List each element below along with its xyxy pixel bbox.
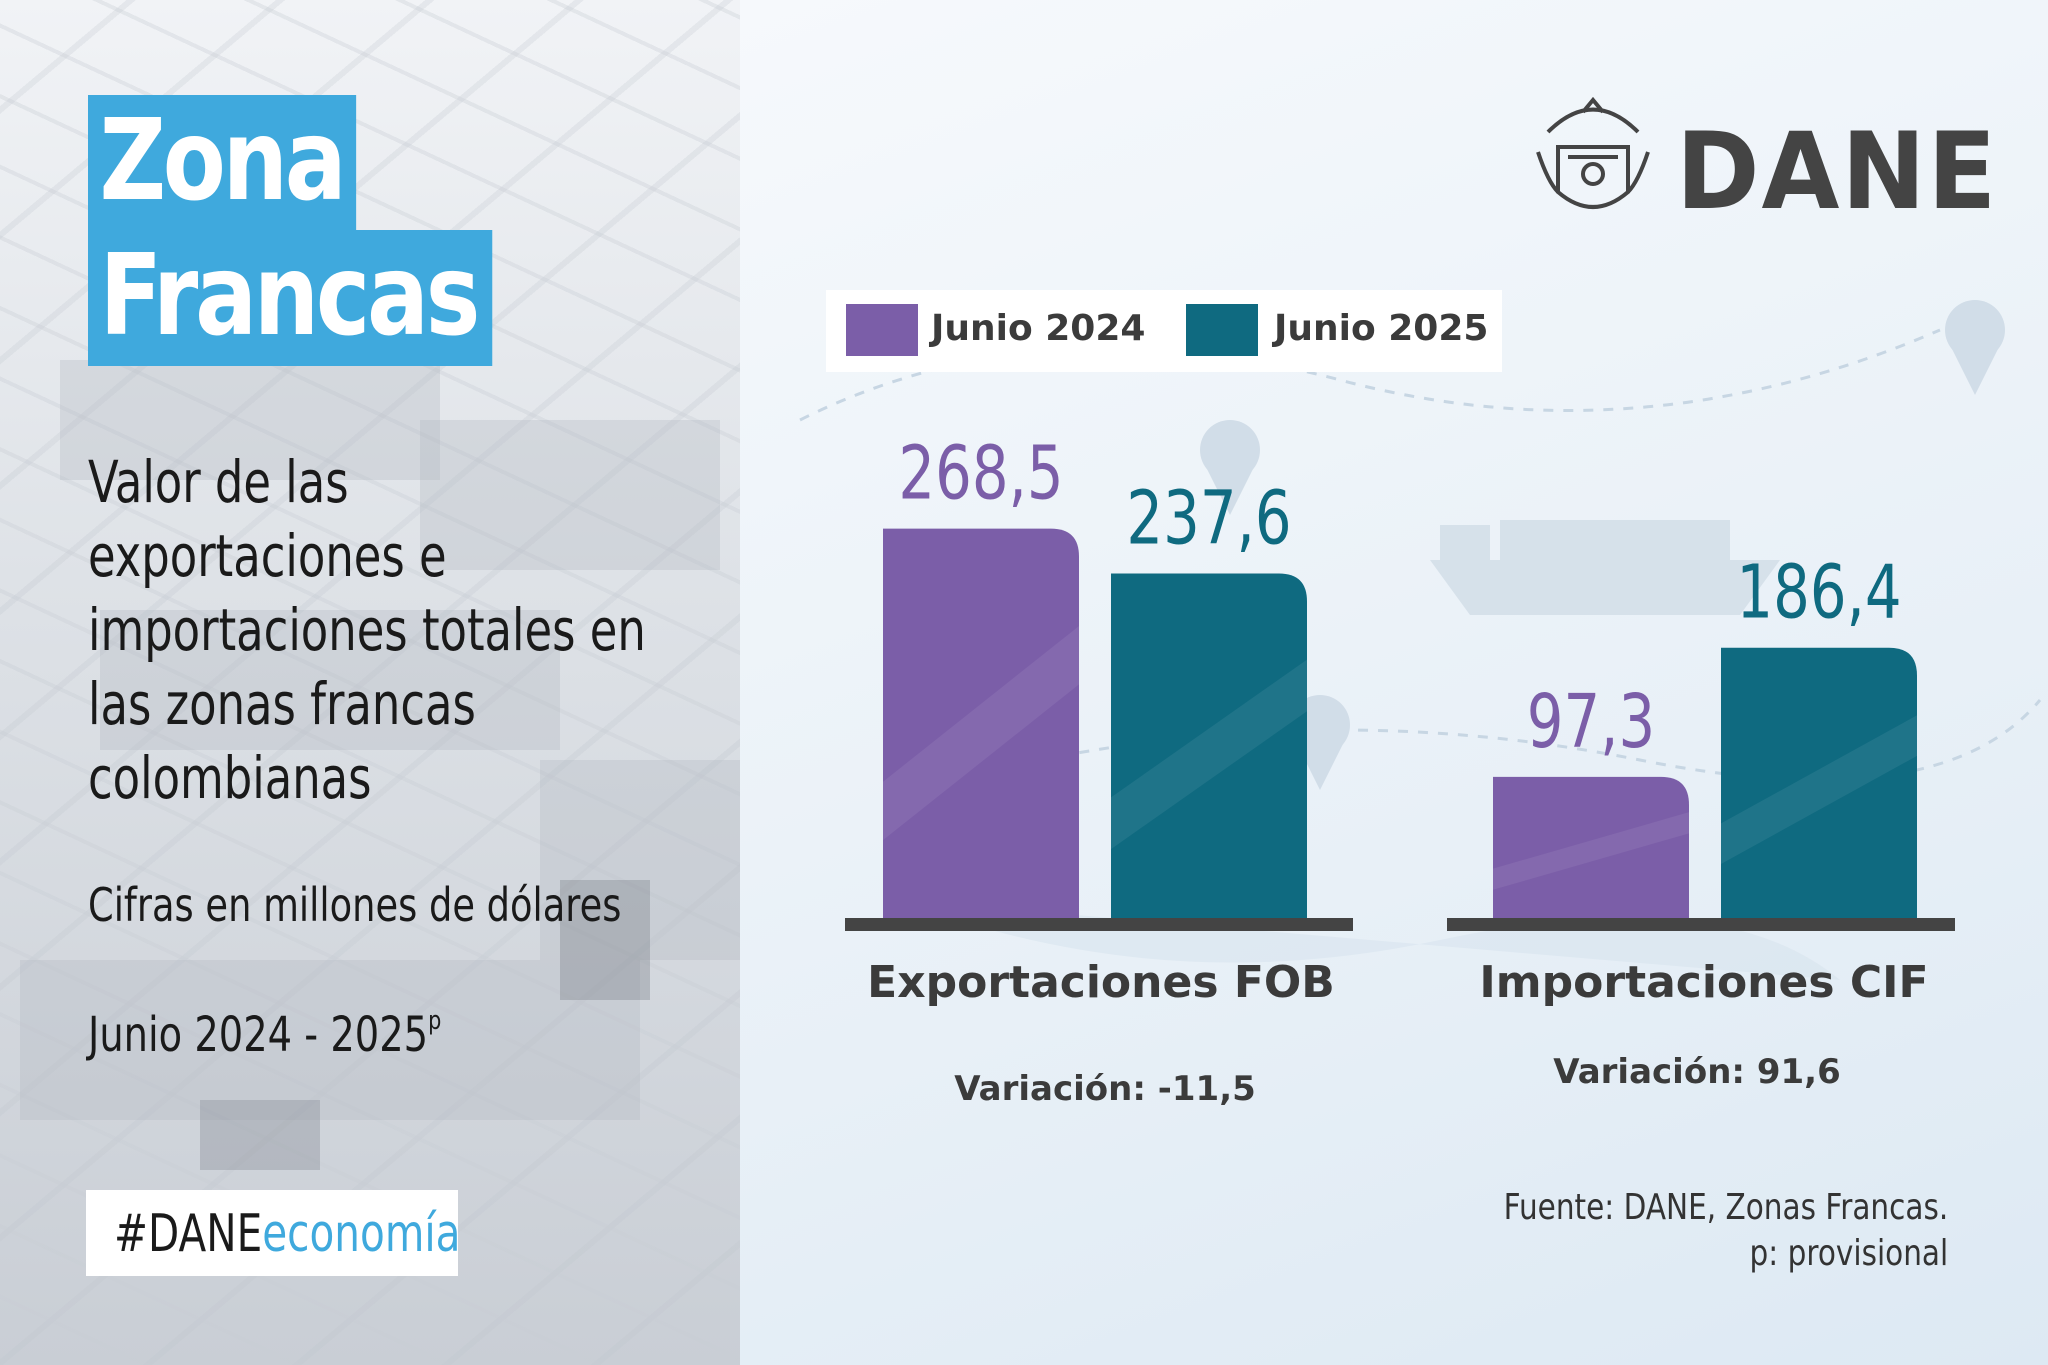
title-line-1: Zona xyxy=(88,95,357,231)
bar-highlight-1-0 xyxy=(1493,812,1689,890)
bar-0-0 xyxy=(883,528,1079,918)
source-line: Fuente: DANE, Zonas Francas. xyxy=(1503,1187,1948,1228)
value-label-0-0: 268,5 xyxy=(898,430,1063,517)
hashtag-prefix: #DANE xyxy=(114,1204,263,1264)
chart-legend: Junio 2024 Junio 2025 xyxy=(826,290,1502,372)
bar-1-1 xyxy=(1721,647,1917,918)
category-label-1: Importaciones CIF xyxy=(1479,957,1928,1008)
dane-logo: DANE xyxy=(1528,92,1996,233)
category-label-0: Exportaciones FOB xyxy=(867,957,1335,1008)
bar-highlight-1-1 xyxy=(1721,715,1917,864)
legend-label-2024: Junio 2024 xyxy=(931,308,1146,349)
source-note: Fuente: DANE, Zonas Francas. p: provisio… xyxy=(1503,1185,1948,1277)
legend-label-2025: Junio 2025 xyxy=(1274,308,1489,349)
bar-0-1 xyxy=(1111,573,1307,918)
baseline-1 xyxy=(1447,918,1955,931)
provisional-note: p: provisional xyxy=(1749,1233,1948,1274)
bar-highlight-0-1 xyxy=(1111,659,1307,850)
period-text: Junio 2024 - 2025 xyxy=(88,1007,429,1063)
period-superscript: p xyxy=(428,1006,442,1036)
legend-swatch-2025 xyxy=(1186,304,1258,356)
ship-icon xyxy=(1430,520,1780,615)
title-line-2: Francas xyxy=(88,230,492,366)
value-label-1-0: 97,3 xyxy=(1527,678,1656,765)
background-photo xyxy=(0,0,740,1365)
logo-wordmark: DANE xyxy=(1676,110,1999,233)
coat-of-arms-icon xyxy=(1536,96,1650,209)
variation-label-1: Variación: 91,6 xyxy=(1553,1052,1840,1092)
value-label-1-1: 186,4 xyxy=(1736,549,1901,636)
units-note: Cifras en millones de dólares xyxy=(88,878,622,932)
legend-swatch-2024 xyxy=(846,304,918,356)
value-label-0-1: 237,6 xyxy=(1126,474,1291,561)
map-pin-icon xyxy=(1200,300,2005,790)
hashtag-suffix: economía xyxy=(262,1204,461,1264)
hashtag-badge: #DANEeconomía xyxy=(86,1190,461,1276)
variation-label-0: Variación: -11,5 xyxy=(954,1069,1256,1109)
baseline-0 xyxy=(845,918,1353,931)
bar-highlight-0-0 xyxy=(883,626,1079,841)
bar-1-0 xyxy=(1493,776,1689,918)
period-label: Junio 2024 - 2025p xyxy=(88,1006,441,1063)
subtitle: Valor de las exportaciones e importacion… xyxy=(88,448,646,812)
